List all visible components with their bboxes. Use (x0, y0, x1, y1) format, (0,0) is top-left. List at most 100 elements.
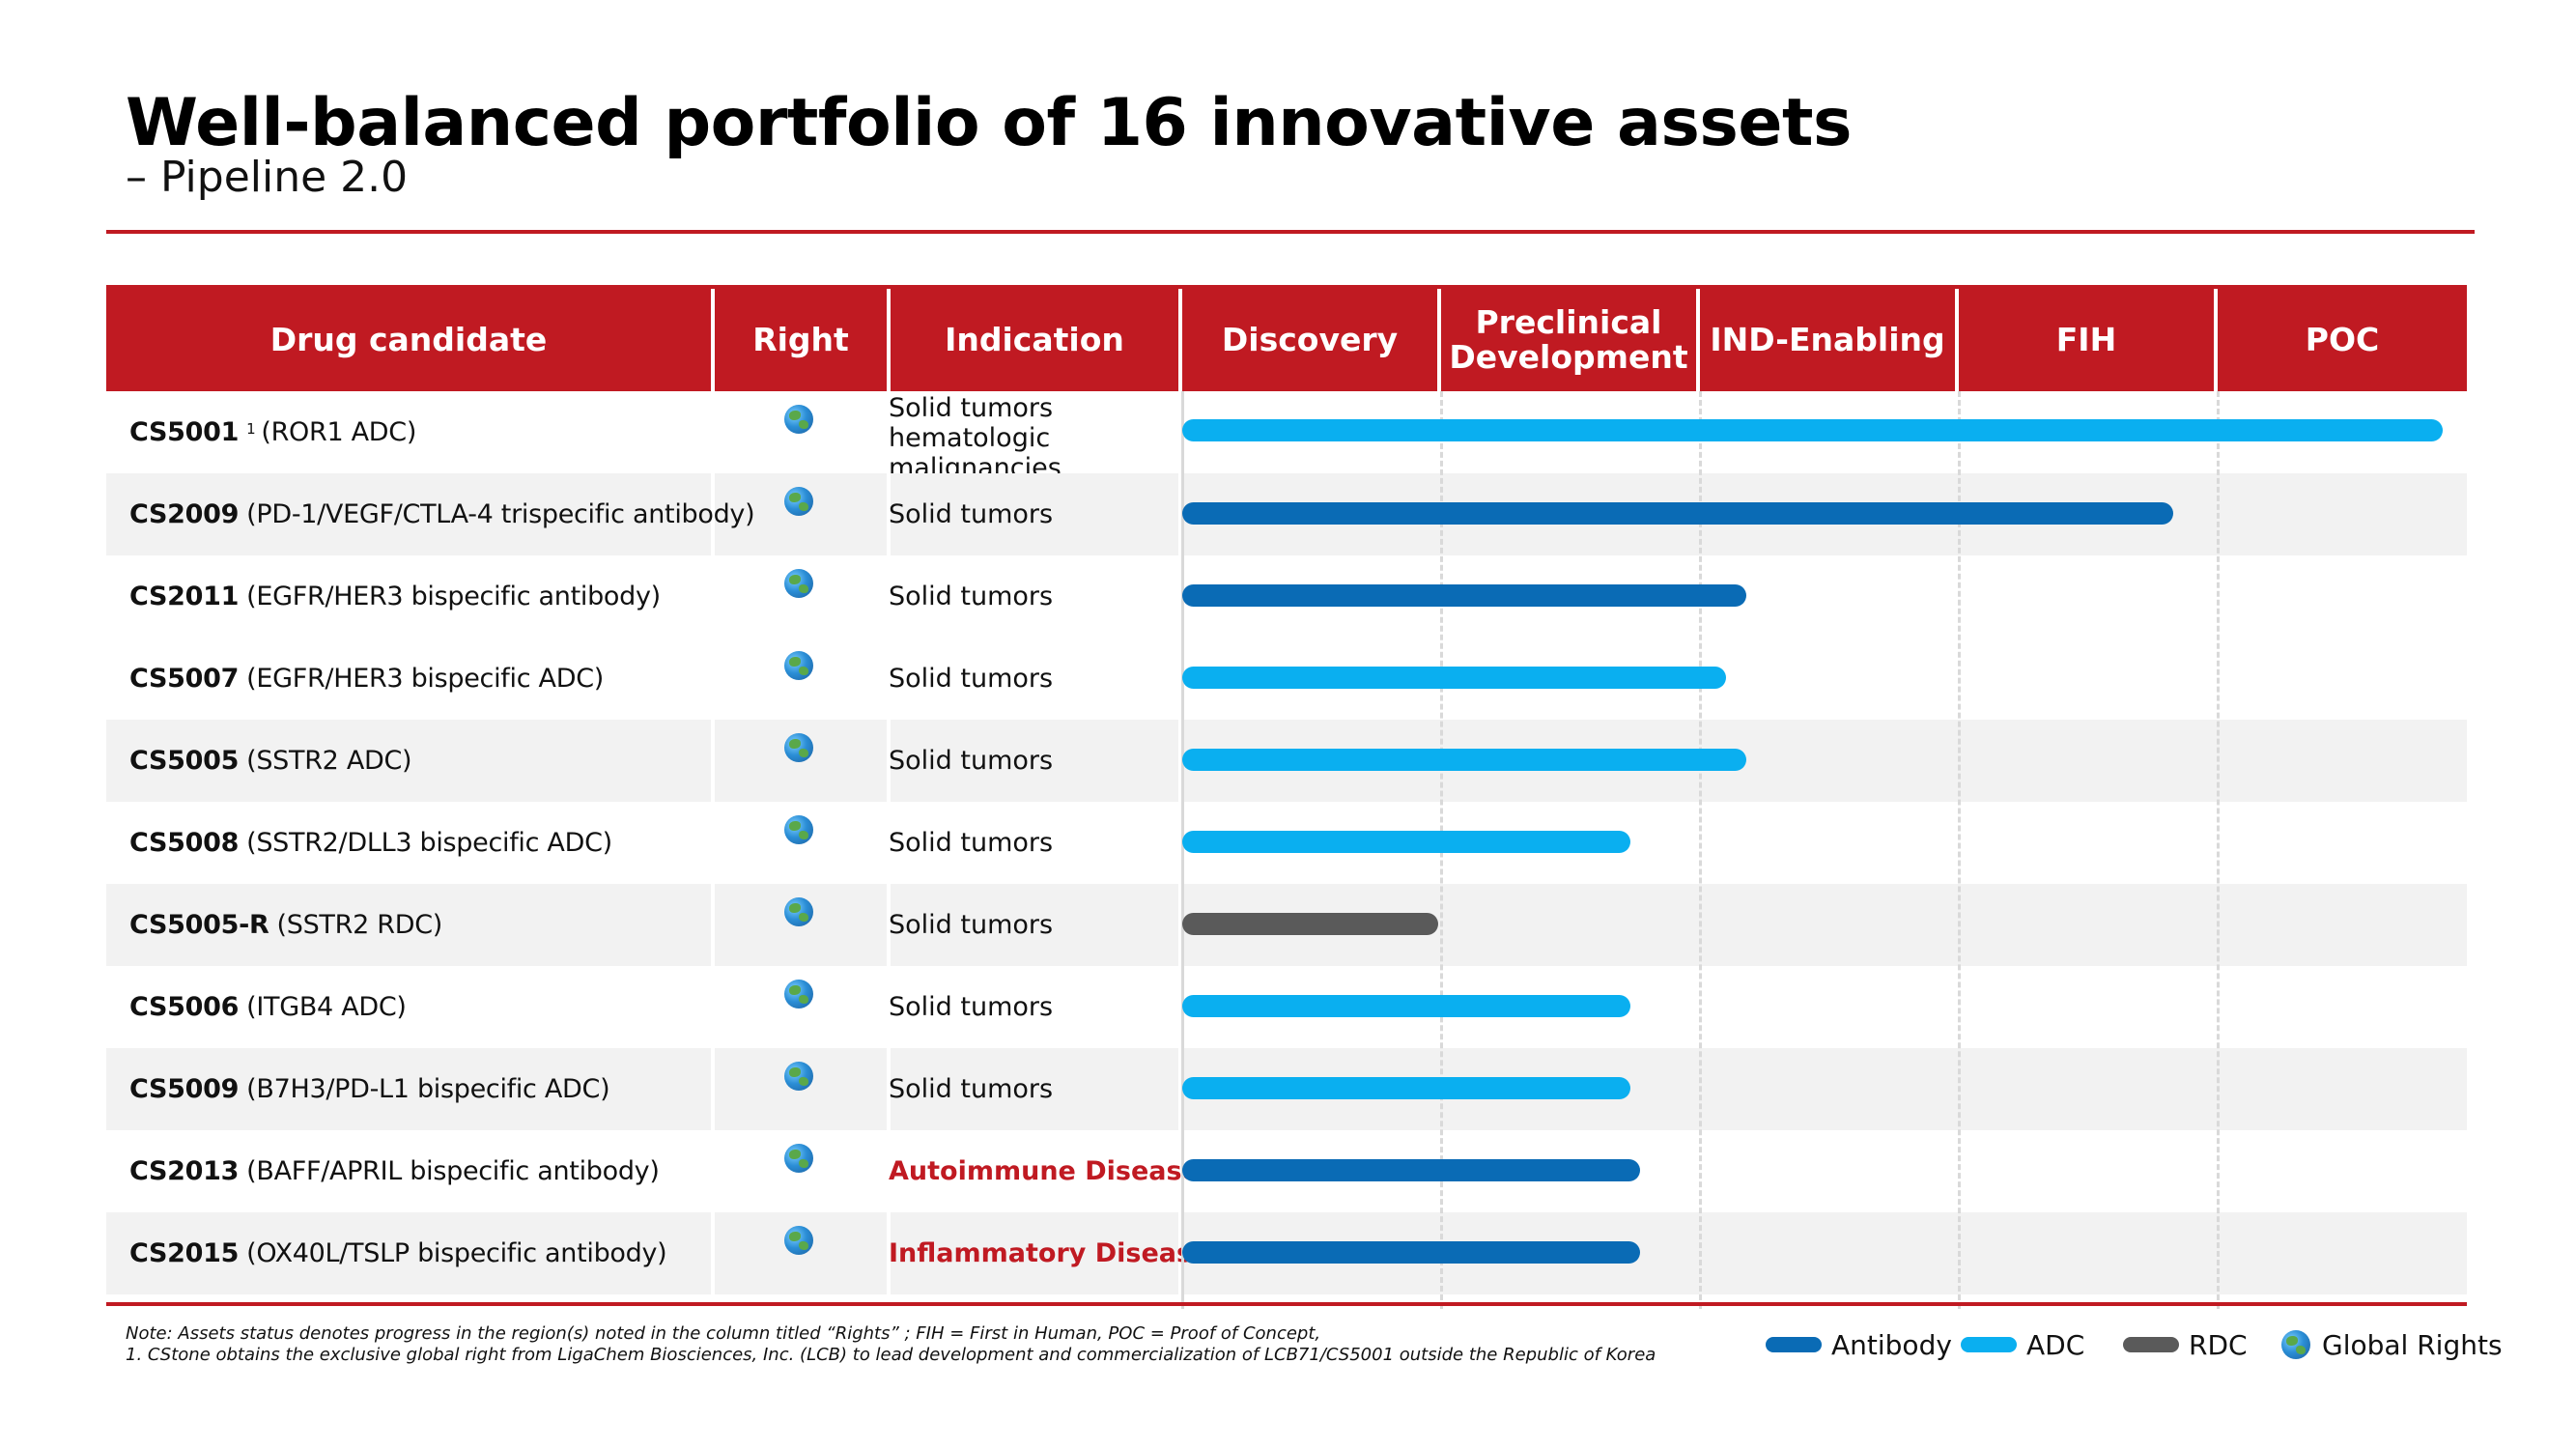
row-cell-background (106, 555, 715, 638)
note-line-1: Note: Assets status denotes progress in … (126, 1323, 1321, 1344)
drug-description: (SSTR2 ADC) (246, 746, 412, 776)
drug-description: (SSTR2 RDC) (276, 910, 443, 940)
indication: Solid tumors (889, 582, 1054, 611)
indication: Solid tumors (889, 664, 1054, 694)
legend-adc: ADC (1961, 1325, 2084, 1364)
legend-antibody-label: Antibody (1831, 1328, 1952, 1361)
progress-bar-adc (1182, 667, 1726, 689)
drug-code: CS5009 (129, 1074, 240, 1104)
drug-candidate: CS2009 (PD-1/VEGF/CTLA-4 trispecific anti… (129, 473, 755, 555)
table-row: CS2013 (BAFF/APRIL bispecific antibody) Au… (106, 1130, 2467, 1212)
drug-code: CS5006 (129, 992, 240, 1022)
row-cell-background (891, 1130, 1182, 1212)
row-cell-background (891, 638, 1182, 720)
header-phase-preclinical: Preclinical Development (1441, 289, 1700, 391)
phase-gridline (1958, 391, 1961, 1309)
globe-icon (784, 815, 813, 844)
header-phase-poc: POC (2218, 289, 2467, 391)
globe-icon (2281, 1330, 2310, 1359)
title-divider (106, 230, 2475, 234)
progress-bar-antibody (1182, 1159, 1640, 1181)
row-cell-background (106, 802, 715, 884)
legend-antibody: Antibody (1766, 1325, 1952, 1364)
phase-gridline (1181, 391, 1184, 1309)
indication: Solid tumors (889, 1074, 1054, 1104)
row-cell-background (106, 391, 715, 473)
table-top-rule (106, 285, 2467, 289)
table-row: CS2009 (PD-1/VEGF/CTLA-4 trispecific anti… (106, 473, 2467, 555)
globe-icon (784, 569, 813, 598)
globe-icon (784, 1062, 813, 1091)
drug-description: (BAFF/APRIL bispecific antibody) (246, 1156, 660, 1186)
drug-code: CS5005-R (129, 910, 269, 940)
globe-icon (784, 651, 813, 680)
progress-bar-antibody (1182, 502, 2173, 525)
row-cell-background (106, 1212, 715, 1294)
progress-bar-adc (1182, 419, 2443, 441)
drug-code: CS2009 (129, 499, 240, 529)
footnote-marker: 1 (246, 419, 256, 438)
row-cell-background (715, 966, 891, 1048)
indication: Solid tumors hematologic malignancies (889, 393, 1062, 483)
indication: Inflammatory Diseases (889, 1238, 1226, 1268)
header-phase-fih: FIH (1959, 289, 2218, 391)
header-right: Right (715, 289, 891, 391)
adc-swatch (1961, 1337, 2017, 1352)
row-cell-background (891, 1048, 1182, 1130)
row-cell-background (891, 802, 1182, 884)
header-phase-discovery: Discovery (1182, 289, 1441, 391)
row-cell-background (891, 1212, 1182, 1294)
header-indication: Indication (891, 289, 1182, 391)
drug-description: (EGFR/HER3 bispecific antibody) (246, 582, 661, 611)
globe-icon (784, 1226, 813, 1255)
antibody-swatch (1766, 1337, 1822, 1352)
drug-candidate: CS5007 (EGFR/HER3 bispecific ADC) (129, 638, 604, 720)
row-cell-background (106, 720, 715, 802)
table-row: CS5008 (SSTR2/DLL3 bispecific ADC) Solid t… (106, 802, 2467, 884)
legend-rdc: RDC (2123, 1325, 2248, 1364)
row-cell-background (106, 1130, 715, 1212)
page-title: Well-balanced portfolio of 16 innovative… (126, 85, 1852, 161)
row-cell-background (715, 555, 891, 638)
progress-bar-adc (1182, 749, 1746, 771)
drug-candidate: CS2015 (OX40L/TSLP bispecific antibody) (129, 1212, 667, 1294)
legend-rdc-label: RDC (2189, 1328, 2248, 1361)
drug-code: CS5008 (129, 828, 240, 858)
legend-global-label: Global Rights (2322, 1328, 2503, 1361)
indication: Solid tumors (889, 499, 1054, 529)
drug-description: (ITGB4 ADC) (246, 992, 407, 1022)
globe-icon (784, 733, 813, 762)
rdc-swatch (2123, 1337, 2179, 1352)
table-bottom-rule (106, 1302, 2467, 1306)
row-cell-background (106, 884, 715, 966)
drug-candidate: CS2013 (BAFF/APRIL bispecific antibody) (129, 1130, 660, 1212)
legend-global-rights: Global Rights (2281, 1325, 2503, 1364)
phase-gridline (2217, 391, 2220, 1309)
row-cell-background (106, 473, 715, 555)
row-cell-background (106, 1048, 715, 1130)
progress-bar-adc (1182, 831, 1630, 853)
indication: Solid tumors (889, 746, 1054, 776)
globe-icon (784, 980, 813, 1009)
drug-candidate: CS5006 (ITGB4 ADC) (129, 966, 407, 1048)
drug-candidate: CS5001 1 (ROR1 ADC) (129, 391, 416, 473)
table-row: CS2015 (OX40L/TSLP bispecific antibody) In… (106, 1212, 2467, 1294)
row-cell-background (891, 884, 1182, 966)
header-phase-ind-enabling: IND-Enabling (1700, 289, 1959, 391)
row-cell-background (891, 391, 1182, 473)
row-cell-background (891, 555, 1182, 638)
table-row: CS5001 1 (ROR1 ADC) Solid tumors hematologi… (106, 391, 2467, 483)
drug-code: CS2013 (129, 1156, 240, 1186)
phase-gridline (1699, 391, 1702, 1309)
row-cell-background (106, 966, 715, 1048)
table-row: CS5007 (EGFR/HER3 bispecific ADC) Solid tu… (106, 638, 2467, 720)
row-cell-background (106, 638, 715, 720)
drug-code: CS5007 (129, 664, 240, 694)
progress-bar-rdc (1182, 913, 1438, 935)
progress-bar-adc (1182, 1077, 1630, 1099)
page-subtitle: – Pipeline 2.0 (126, 153, 409, 202)
table-header: Drug candidate Right Indication Discover… (106, 289, 2467, 391)
globe-icon (784, 897, 813, 926)
indication: Autoimmune Diseases (889, 1156, 1215, 1186)
drug-code: CS5001 (129, 417, 240, 447)
